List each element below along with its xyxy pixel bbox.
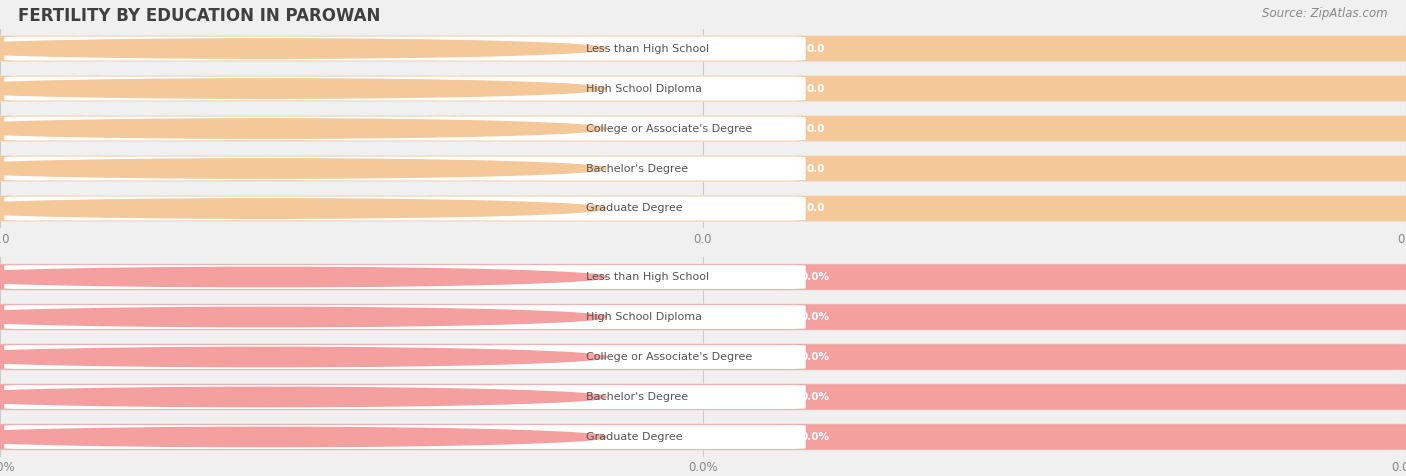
Text: Bachelor's Degree: Bachelor's Degree [586,163,689,174]
FancyBboxPatch shape [4,265,806,289]
Circle shape [0,159,606,178]
Circle shape [0,268,606,287]
FancyBboxPatch shape [4,197,806,220]
Text: 0.0%: 0.0% [801,352,830,362]
Text: 0.0%: 0.0% [801,312,830,322]
Text: Graduate Degree: Graduate Degree [586,432,683,442]
Bar [0,418,1406,456]
Text: High School Diploma: High School Diploma [586,312,703,322]
FancyBboxPatch shape [0,75,1406,102]
FancyBboxPatch shape [0,304,1406,330]
FancyBboxPatch shape [0,384,1406,410]
Bar [0,70,1406,107]
FancyBboxPatch shape [0,115,1406,142]
Circle shape [0,119,606,138]
Text: College or Associate's Degree: College or Associate's Degree [586,352,752,362]
Text: Bachelor's Degree: Bachelor's Degree [586,392,689,402]
Text: College or Associate's Degree: College or Associate's Degree [586,123,752,134]
Text: Less than High School: Less than High School [586,43,710,54]
FancyBboxPatch shape [0,344,1406,370]
Text: 0.0: 0.0 [806,43,825,54]
Circle shape [0,307,606,327]
Bar [0,338,1406,376]
FancyBboxPatch shape [0,264,1406,290]
Text: 0.0: 0.0 [806,83,825,94]
FancyBboxPatch shape [4,117,806,140]
Circle shape [0,79,606,98]
Bar [0,150,1406,187]
FancyBboxPatch shape [4,305,806,329]
FancyBboxPatch shape [4,345,806,369]
Circle shape [0,427,606,446]
Text: 0.0: 0.0 [806,203,825,214]
Circle shape [0,347,606,367]
FancyBboxPatch shape [0,155,1406,182]
Circle shape [0,199,606,218]
Text: 0.0: 0.0 [806,123,825,134]
Bar [0,30,1406,67]
FancyBboxPatch shape [4,157,806,180]
Circle shape [0,39,606,58]
Text: High School Diploma: High School Diploma [586,83,703,94]
FancyBboxPatch shape [0,35,1406,62]
Text: Less than High School: Less than High School [586,272,710,282]
Text: Source: ZipAtlas.com: Source: ZipAtlas.com [1263,7,1388,20]
FancyBboxPatch shape [4,77,806,100]
Text: Graduate Degree: Graduate Degree [586,203,683,214]
Text: 0.0%: 0.0% [801,392,830,402]
FancyBboxPatch shape [0,195,1406,222]
FancyBboxPatch shape [4,385,806,409]
Bar [0,190,1406,227]
Text: FERTILITY BY EDUCATION IN PAROWAN: FERTILITY BY EDUCATION IN PAROWAN [18,7,381,25]
Text: 0.0%: 0.0% [801,272,830,282]
FancyBboxPatch shape [0,424,1406,450]
Bar [0,258,1406,296]
Bar [0,298,1406,336]
Text: 0.0: 0.0 [806,163,825,174]
FancyBboxPatch shape [4,425,806,449]
FancyBboxPatch shape [4,37,806,60]
Circle shape [0,387,606,407]
Bar [0,110,1406,147]
Text: 0.0%: 0.0% [801,432,830,442]
Bar [0,378,1406,416]
